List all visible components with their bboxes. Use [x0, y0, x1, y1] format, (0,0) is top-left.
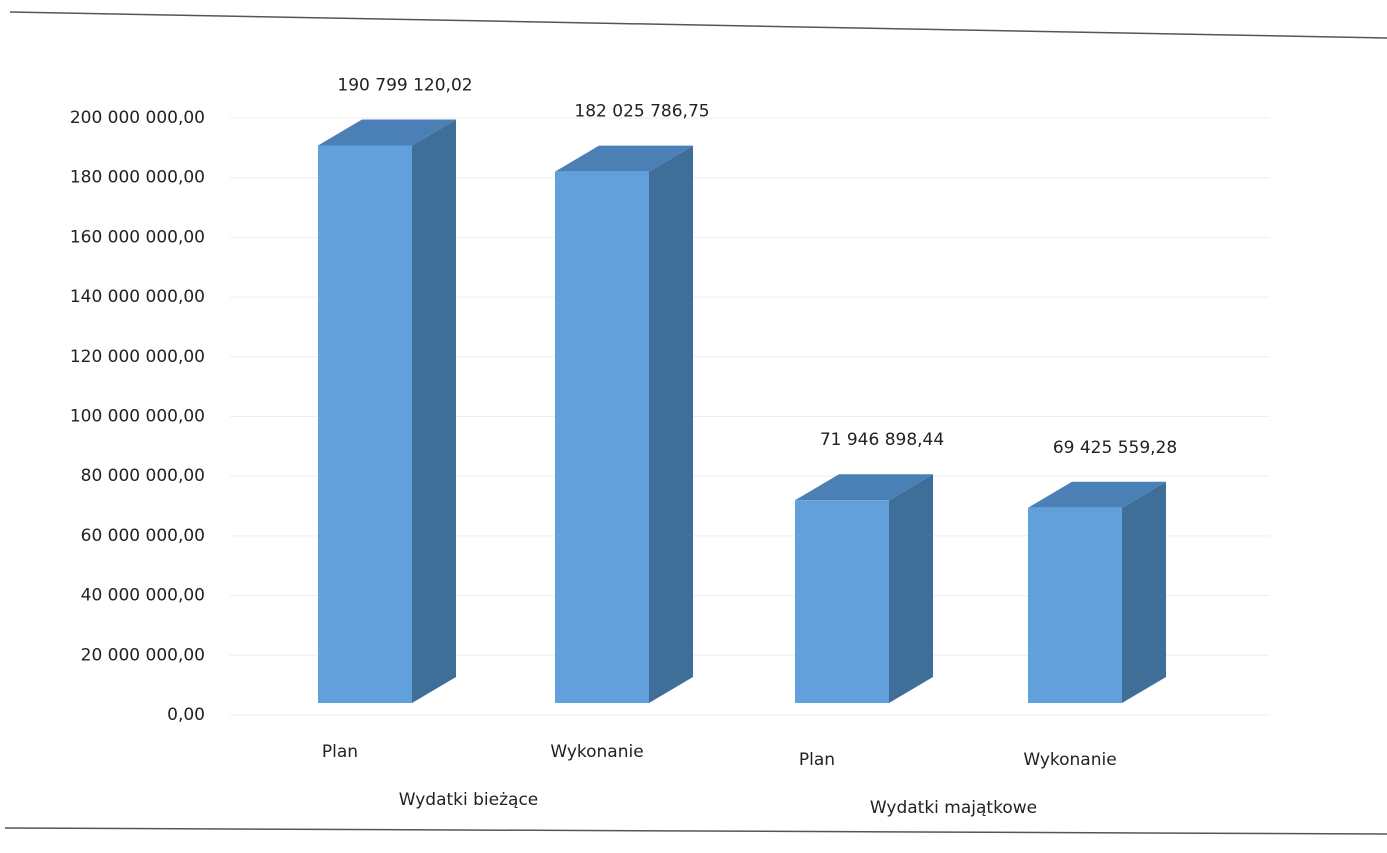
y-tick-label: 40 000 000,00 — [81, 586, 205, 606]
y-tick-label: 120 000 000,00 — [70, 347, 205, 367]
y-tick-label: 180 000 000,00 — [70, 168, 205, 188]
value-label: 190 799 120,02 — [337, 75, 472, 95]
group-label: Wydatki bieżące — [399, 790, 539, 810]
bar-top — [795, 474, 933, 501]
y-tick-label: 80 000 000,00 — [81, 466, 205, 486]
group-label: Wydatki majątkowe — [870, 798, 1037, 818]
bar — [555, 171, 649, 704]
bar-top — [555, 145, 693, 172]
bar — [318, 145, 412, 704]
bar-top — [318, 119, 456, 146]
frame-bottom — [4, 827, 1387, 835]
y-tick-label: 200 000 000,00 — [70, 108, 205, 128]
bar-side — [889, 474, 933, 703]
bar — [795, 500, 889, 703]
y-tick-label: 60 000 000,00 — [81, 526, 205, 546]
x-tick-label: Wykonanie — [1023, 750, 1116, 770]
bar-side — [1122, 481, 1166, 703]
value-label: 69 425 559,28 — [1053, 438, 1177, 458]
value-label: 71 946 898,44 — [820, 430, 944, 450]
y-tick-label: 20 000 000,00 — [81, 645, 205, 665]
y-tick-label: 160 000 000,00 — [70, 227, 205, 247]
x-tick-label: Plan — [322, 742, 358, 762]
x-tick-label: Wykonanie — [550, 742, 643, 762]
y-tick-label: 100 000 000,00 — [70, 407, 205, 427]
bar — [1028, 507, 1122, 703]
frame-top — [9, 11, 1387, 39]
value-label: 182 025 786,75 — [574, 102, 709, 122]
x-tick-label: Plan — [799, 750, 835, 770]
y-tick-label: 140 000 000,00 — [70, 287, 205, 307]
y-tick-label: 0,00 — [167, 705, 205, 725]
bar-side — [412, 119, 456, 704]
bar-side — [649, 145, 693, 704]
bar-top — [1028, 481, 1166, 508]
